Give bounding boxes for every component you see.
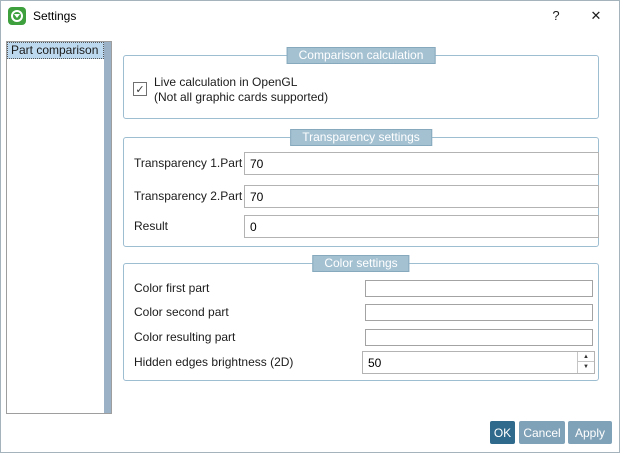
live-calculation-label-line2: (Not all graphic cards supported) [154, 90, 329, 104]
window-title: Settings [33, 9, 77, 23]
group-comparison-calculation: Comparison calculation ✓ Live calculatio… [123, 47, 599, 119]
live-calculation-label: Live calculation in OpenGL (Not all grap… [154, 75, 328, 105]
checkbox-check-icon: ✓ [135, 83, 145, 96]
ok-button[interactable]: OK [490, 421, 515, 444]
color-second-part-row: Color second part [124, 304, 598, 321]
hidden-edges-brightness-spinbox: ▲ ▼ [362, 351, 595, 374]
sidebar-scrollbar[interactable] [104, 42, 111, 413]
help-icon[interactable]: ? [552, 8, 560, 23]
sidebar-item-part-comparison[interactable]: Part comparison [7, 42, 104, 59]
group-title-color-settings: Color settings [312, 255, 410, 272]
spin-buttons: ▲ ▼ [577, 352, 594, 373]
color-second-part-label: Color second part [134, 305, 229, 319]
transparency-2-input[interactable] [244, 185, 599, 208]
live-calculation-label-line1: Live calculation in OpenGL [154, 75, 298, 89]
category-list: Part comparison [6, 41, 112, 414]
cancel-button[interactable]: Cancel [519, 421, 565, 444]
app-icon-funnel [14, 14, 20, 18]
group-title-comparison-calculation: Comparison calculation [286, 47, 436, 64]
color-first-part-row: Color first part [124, 280, 598, 297]
hidden-edges-brightness-input[interactable] [363, 352, 577, 373]
transparency-1-row: Transparency 1.Part [124, 152, 599, 175]
transparency-1-label: Transparency 1.Part [134, 156, 243, 170]
live-calculation-row: ✓ Live calculation in OpenGL (Not all gr… [133, 75, 328, 105]
color-resulting-part-swatch-button[interactable] [365, 329, 593, 346]
hidden-edges-brightness-row: Hidden edges brightness (2D) ▲ ▼ [124, 351, 598, 374]
transparency-result-input[interactable] [244, 215, 599, 238]
title-bar: Settings ? ✕ [1, 1, 619, 31]
color-second-part-swatch-button[interactable] [365, 304, 593, 321]
transparency-2-label: Transparency 2.Part [134, 189, 243, 203]
transparency-2-row: Transparency 2.Part [124, 185, 599, 208]
color-first-part-swatch-button[interactable] [365, 280, 593, 297]
transparency-result-row: Result [124, 215, 599, 238]
app-icon-ring [11, 10, 23, 22]
group-transparency-settings: Transparency settings Transparency 1.Par… [123, 129, 599, 247]
color-first-part-label: Color first part [134, 281, 210, 295]
color-resulting-part-row: Color resulting part [124, 329, 598, 346]
group-title-transparency-settings: Transparency settings [290, 129, 432, 146]
hidden-edges-brightness-label: Hidden edges brightness (2D) [134, 355, 294, 369]
transparency-1-input[interactable] [244, 152, 599, 175]
group-color-settings: Color settings Color first part Color se… [123, 255, 599, 381]
color-resulting-part-label: Color resulting part [134, 330, 236, 344]
transparency-result-label: Result [134, 219, 169, 233]
apply-button[interactable]: Apply [568, 421, 612, 444]
app-icon [8, 7, 26, 25]
spin-down-icon[interactable]: ▼ [583, 364, 589, 370]
spin-up-icon[interactable]: ▲ [578, 352, 594, 362]
live-calculation-checkbox[interactable]: ✓ [133, 82, 147, 96]
close-icon[interactable]: ✕ [590, 8, 602, 23]
